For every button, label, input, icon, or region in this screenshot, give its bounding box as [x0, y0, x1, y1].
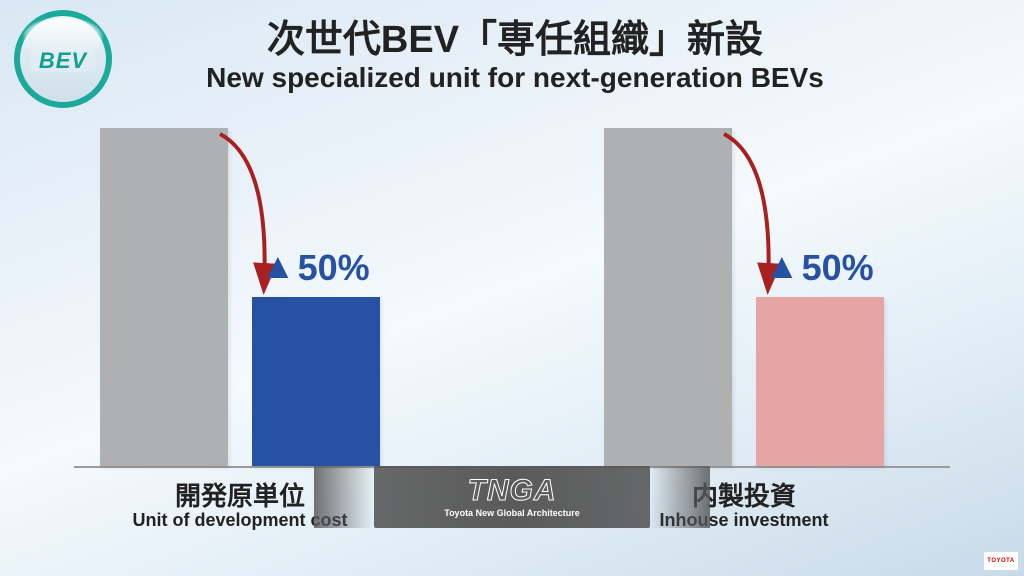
inhouse-invest-reference-bar	[604, 128, 732, 466]
inhouse-invest-reduction-label: ▲50%	[764, 247, 874, 289]
toyota-logo-icon: TOYOTA	[984, 552, 1018, 570]
dev-cost-new-bar	[252, 297, 380, 466]
title-english: New specialized unit for next-generation…	[130, 62, 900, 94]
bev-badge-label: BEV	[14, 48, 112, 74]
title-japanese: 次世代BEV「専任組織」新設	[130, 8, 900, 63]
bev-badge: BEV	[14, 10, 112, 108]
dev-cost-reduction-label: ▲50%	[260, 247, 370, 289]
tnga-logo: TNGA	[468, 476, 557, 506]
tnga-footer: TNGA Toyota New Global Architecture	[374, 466, 650, 528]
dev-cost-reference-bar	[100, 128, 228, 466]
tnga-subtitle: Toyota New Global Architecture	[444, 508, 580, 518]
inhouse-invest-new-bar	[756, 297, 884, 466]
